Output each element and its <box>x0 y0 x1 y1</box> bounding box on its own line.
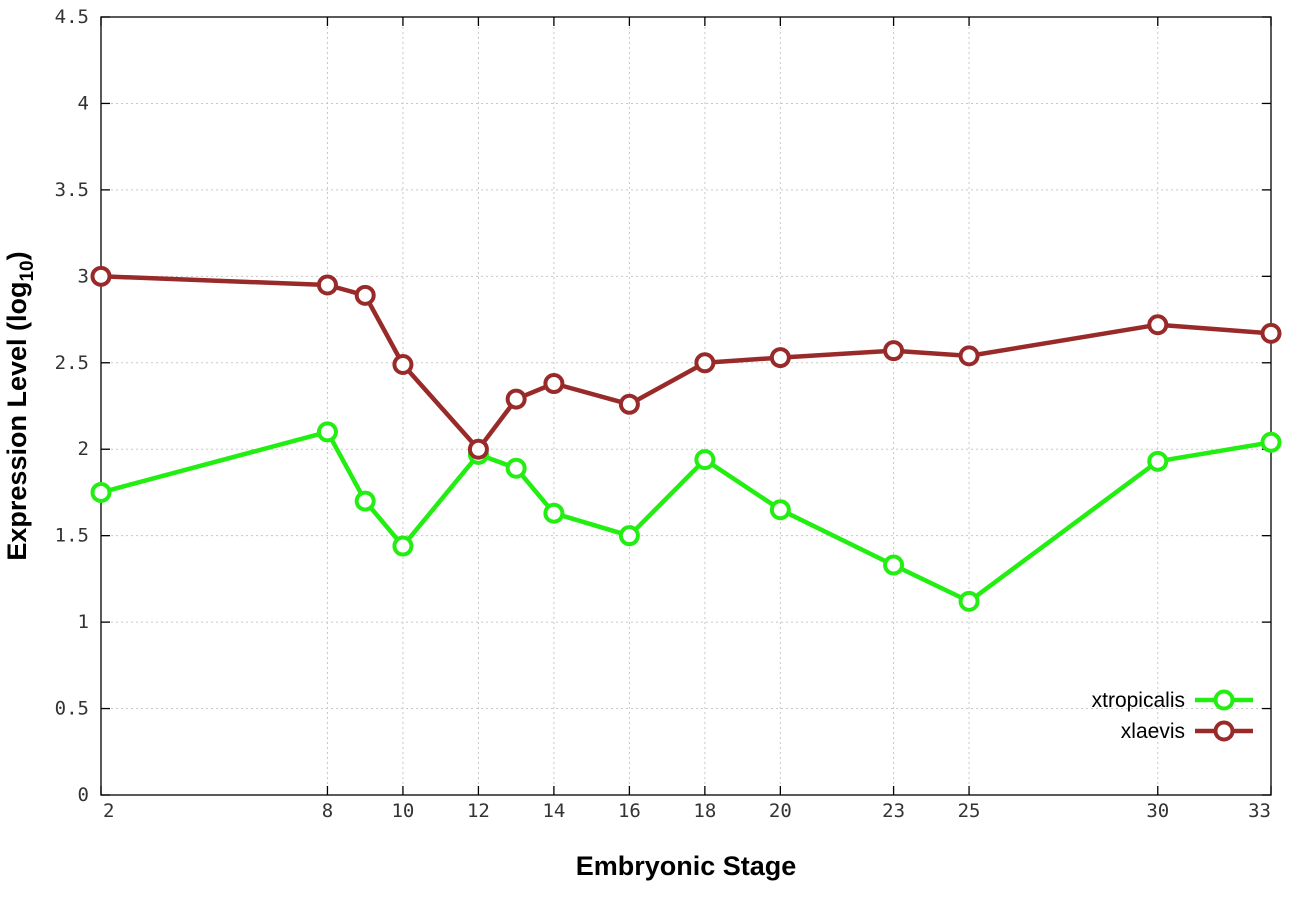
series-xtropicalis <box>90 421 1282 612</box>
x-tick-label: 10 <box>391 800 414 822</box>
legend-label: xtropicalis <box>1092 689 1185 712</box>
data-point <box>505 388 527 410</box>
y-axis-title-subscript: 10 <box>17 260 38 281</box>
x-tick-label: 14 <box>542 800 565 822</box>
legend-item-xtropicalis: xtropicalis <box>1092 689 1253 712</box>
data-point <box>1260 431 1282 453</box>
x-tick-label: 23 <box>882 800 905 822</box>
series-layer <box>90 265 1282 612</box>
x-tick-label: 18 <box>693 800 716 822</box>
y-tick-label: 4 <box>78 92 89 114</box>
x-tick-label: 33 <box>1248 800 1271 822</box>
data-point <box>1147 314 1169 336</box>
data-point <box>618 393 640 415</box>
x-tick-label: 20 <box>769 800 792 822</box>
data-point <box>392 354 414 376</box>
y-tick-label: 3 <box>78 265 89 287</box>
y-tick-label: 1 <box>78 611 89 633</box>
x-tick-label: 25 <box>958 800 981 822</box>
y-tick-label: 0 <box>78 784 89 806</box>
data-point <box>618 525 640 547</box>
y-tick-label: 4.5 <box>55 6 89 28</box>
x-tick-label: 2 <box>103 800 114 822</box>
data-point <box>467 438 489 460</box>
axis-ticks: 0 0.5 1 1.5 2 2.5 3 3.5 4 4.5 2 8 10 12 14 16 18 20 23 25 30… <box>55 6 1272 822</box>
y-tick-label: 0.5 <box>55 698 89 720</box>
y-axis-title: Expression Level (log10) <box>2 251 38 560</box>
data-point <box>769 347 791 369</box>
data-point <box>354 490 376 512</box>
data-point <box>769 499 791 521</box>
data-point <box>392 535 414 557</box>
x-axis-title: Embryonic Stage <box>576 851 797 881</box>
y-axis-title-main: Expression Level (log <box>2 282 32 561</box>
data-point <box>694 352 716 374</box>
data-point <box>90 265 112 287</box>
legend-swatch-marker <box>1213 720 1235 742</box>
data-point <box>316 421 338 443</box>
y-tick-label: 1.5 <box>55 525 89 547</box>
legend-swatch-marker <box>1213 689 1235 711</box>
legend: xtropicalis xlaevis <box>1092 689 1253 743</box>
x-tick-label: 16 <box>618 800 641 822</box>
data-point <box>90 481 112 503</box>
x-tick-label: 8 <box>322 800 333 822</box>
data-point <box>1147 450 1169 472</box>
y-tick-label: 2.5 <box>55 352 89 374</box>
series-line-xlaevis <box>100 274 1272 452</box>
grid <box>101 17 1271 795</box>
data-point <box>354 284 376 306</box>
data-point <box>543 373 565 395</box>
data-point <box>883 340 905 362</box>
y-tick-label: 2 <box>78 438 89 460</box>
data-point <box>958 590 980 612</box>
legend-item-xlaevis: xlaevis <box>1121 720 1253 743</box>
data-point <box>883 554 905 576</box>
y-tick-label: 3.5 <box>55 179 89 201</box>
data-point <box>316 274 338 296</box>
series-xlaevis <box>90 265 1282 460</box>
series-line-xtropicalis <box>100 429 1272 604</box>
data-point <box>958 345 980 367</box>
legend-label: xlaevis <box>1121 720 1185 743</box>
y-axis-title-close: ) <box>2 251 32 260</box>
data-point <box>1260 322 1282 344</box>
x-tick-label: 12 <box>467 800 490 822</box>
data-point <box>543 502 565 524</box>
plot-frame <box>100 16 1272 796</box>
data-point <box>694 449 716 471</box>
data-point <box>505 457 527 479</box>
x-tick-label: 30 <box>1146 800 1169 822</box>
